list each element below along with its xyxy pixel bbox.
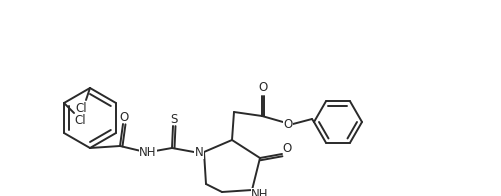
- Text: S: S: [170, 113, 178, 125]
- Text: N: N: [194, 145, 203, 159]
- Text: O: O: [283, 142, 292, 154]
- Text: NH: NH: [251, 189, 269, 196]
- Text: O: O: [259, 81, 268, 93]
- Text: O: O: [119, 111, 129, 123]
- Text: Cl: Cl: [75, 102, 87, 114]
- Text: NH: NH: [139, 145, 157, 159]
- Text: O: O: [284, 117, 293, 131]
- Text: Cl: Cl: [74, 113, 86, 126]
